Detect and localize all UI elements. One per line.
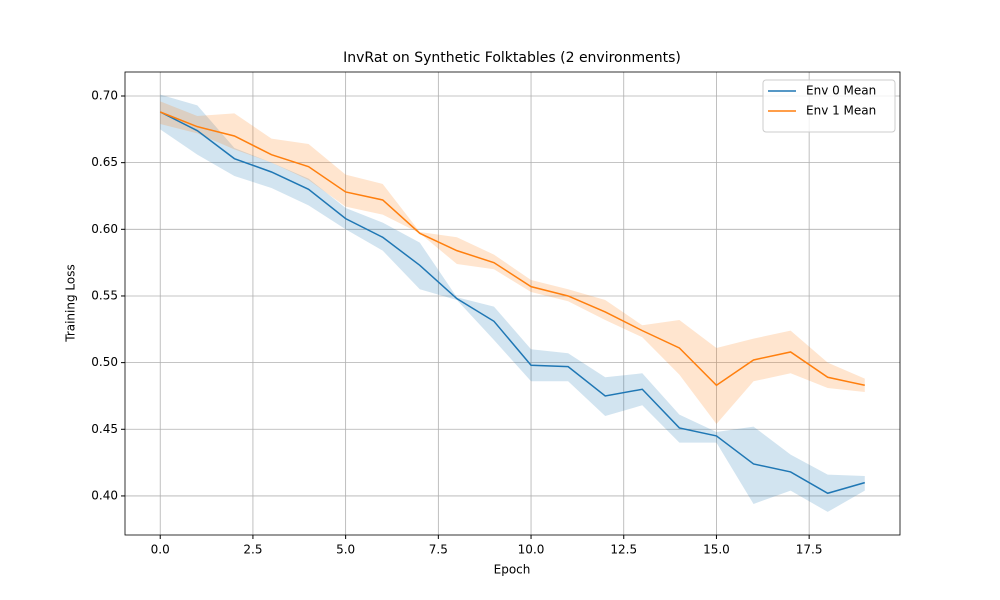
x-tick-label: 7.5: [429, 543, 448, 557]
y-tick-label: 0.50: [91, 355, 118, 369]
y-tick-label: 0.65: [91, 155, 118, 169]
chart-title: InvRat on Synthetic Folktables (2 enviro…: [343, 50, 681, 66]
y-tick-label: 0.60: [91, 222, 118, 236]
y-tick-label: 0.70: [91, 88, 118, 102]
band: [160, 94, 865, 512]
y-axis-label: Training Loss: [64, 264, 78, 342]
band: [160, 101, 865, 424]
legend-label: Env 1 Mean: [806, 104, 876, 118]
x-tick-label: 15.0: [703, 543, 730, 557]
line: [159, 111, 865, 387]
x-tick-label: 12.5: [610, 543, 637, 557]
line: [159, 111, 865, 495]
x-tick-label: 2.5: [243, 543, 262, 557]
x-axis-label: Epoch: [494, 563, 531, 577]
legend-box: [762, 79, 896, 133]
y-tick-label: 0.55: [91, 288, 118, 302]
y-tick-label: 0.45: [91, 422, 118, 436]
x-tick-label: 5.0: [336, 543, 355, 557]
plot-frame: [124, 71, 901, 536]
x-tick-label: 17.5: [796, 543, 823, 557]
y-tick-label: 0.40: [91, 488, 118, 502]
x-tick-label: 0.0: [151, 543, 170, 557]
x-tick-label: 10.0: [518, 543, 545, 557]
legend-label: Env 0 Mean: [806, 84, 876, 98]
